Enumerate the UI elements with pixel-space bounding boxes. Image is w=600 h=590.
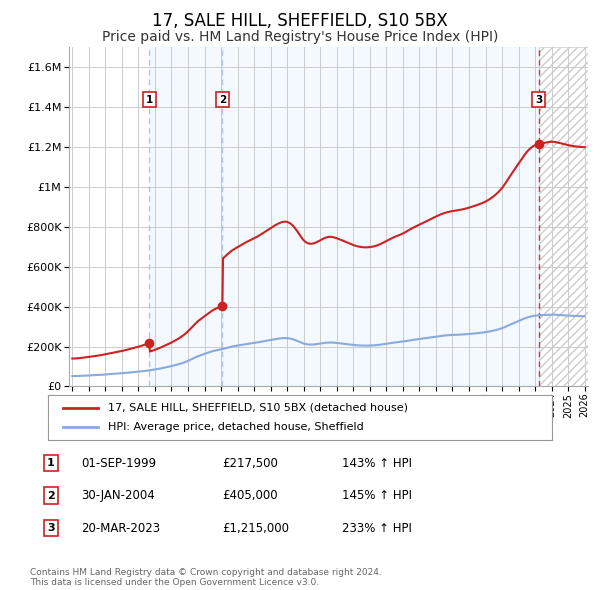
Text: 3: 3 (47, 523, 55, 533)
Text: 30-JAN-2004: 30-JAN-2004 (81, 489, 155, 502)
Text: £217,500: £217,500 (222, 457, 278, 470)
Text: HPI: Average price, detached house, Sheffield: HPI: Average price, detached house, Shef… (109, 422, 364, 432)
Text: 3: 3 (535, 95, 542, 105)
Text: 2: 2 (47, 491, 55, 500)
Text: 01-SEP-1999: 01-SEP-1999 (81, 457, 156, 470)
Bar (149, 47, 223, 386)
Text: Price paid vs. HM Land Registry's House Price Index (HPI): Price paid vs. HM Land Registry's House … (102, 30, 498, 44)
Text: 2: 2 (219, 95, 226, 105)
Text: 145% ↑ HPI: 145% ↑ HPI (342, 489, 412, 502)
Text: 143% ↑ HPI: 143% ↑ HPI (342, 457, 412, 470)
Text: £405,000: £405,000 (222, 489, 278, 502)
Text: Contains HM Land Registry data © Crown copyright and database right 2024.
This d: Contains HM Land Registry data © Crown c… (30, 568, 382, 587)
Text: 233% ↑ HPI: 233% ↑ HPI (342, 522, 412, 535)
Text: 1: 1 (146, 95, 153, 105)
Text: £1,215,000: £1,215,000 (222, 522, 289, 535)
Text: 1: 1 (47, 458, 55, 468)
Text: 20-MAR-2023: 20-MAR-2023 (81, 522, 160, 535)
Text: 17, SALE HILL, SHEFFIELD, S10 5BX (detached house): 17, SALE HILL, SHEFFIELD, S10 5BX (detac… (109, 403, 409, 412)
Bar (539, 47, 588, 386)
Text: 17, SALE HILL, SHEFFIELD, S10 5BX: 17, SALE HILL, SHEFFIELD, S10 5BX (152, 12, 448, 30)
Bar (223, 47, 539, 386)
